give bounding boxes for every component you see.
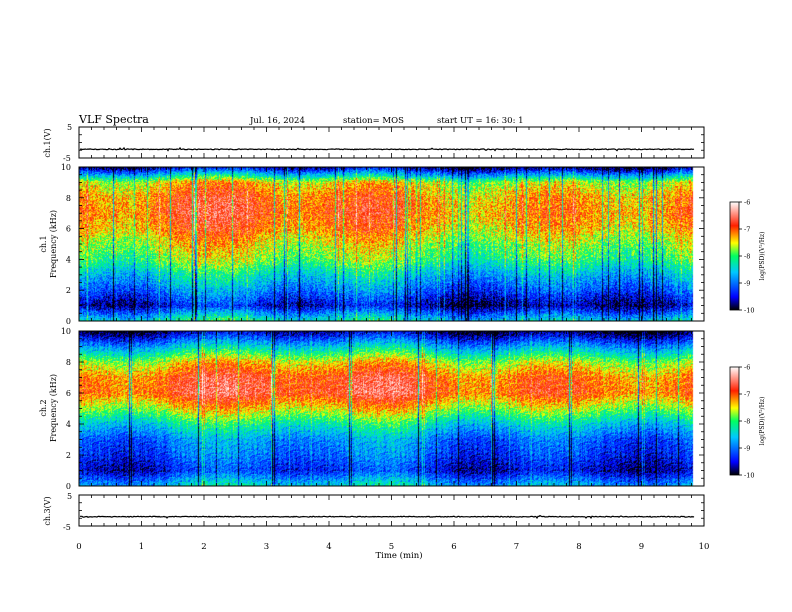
frequency-tick-label: 4 — [66, 255, 71, 264]
frequency-tick-label: 8 — [66, 194, 71, 203]
ch1-ytick-bottom: -5 — [63, 154, 71, 163]
ch2-frequency-axis-label: Frequency (kHz) — [49, 374, 58, 442]
time-tick-label: 7 — [514, 542, 519, 552]
ch1-frequency-ticks: 0 2 4 6 8 10 — [61, 163, 704, 326]
ch2-channel-label: ch.2 — [39, 399, 48, 416]
frequency-tick-label: 6 — [66, 225, 71, 234]
frequency-tick-label: 8 — [66, 358, 71, 367]
start-time-label: start UT = 16: 30: 1 — [437, 116, 524, 126]
ch1-spectrogram-panel: 0 2 4 6 8 10 ch.1 Frequency (kHz) — [39, 163, 705, 326]
frequency-tick-label: 10 — [61, 327, 71, 336]
ch3-ytick-top: 5 — [67, 492, 72, 501]
ch3-waveform-trace — [79, 494, 704, 527]
colorbar-tick-label: -8 — [744, 418, 750, 426]
frequency-tick-label: 4 — [66, 420, 71, 429]
ch1-ytick-top: 5 — [67, 123, 72, 132]
colorbar-tick-label: -8 — [744, 253, 750, 261]
ch2-colorbar-gradient — [729, 366, 740, 476]
time-axis-tick-labels: 0 1 2 3 4 5 6 7 8 9 10 — [76, 542, 709, 552]
ch3-waveform-frame — [78, 494, 705, 527]
time-tick-label: 9 — [639, 542, 644, 552]
ch1-waveform-trace — [79, 126, 704, 159]
frequency-tick-label: 10 — [61, 163, 71, 172]
frequency-tick-label: 2 — [66, 286, 71, 295]
date-label: Jul. 16, 2024 — [249, 116, 305, 126]
time-tick-label: 10 — [699, 542, 710, 552]
colorbar-tick-label: -10 — [744, 307, 754, 315]
time-tick-label: 8 — [576, 542, 581, 552]
ch2-spectrogram-heatmap — [79, 331, 704, 486]
time-tick-label: 2 — [201, 542, 206, 552]
colorbar-tick-label: -9 — [744, 445, 750, 453]
time-axis-label: Time (min) — [375, 550, 422, 561]
colorbar-tick-label: -6 — [744, 364, 750, 372]
ch2-colorbar: -6 -7 -8 -9 -10 log(PSD)(V²/Hz) — [729, 364, 766, 480]
colorbar-tick-label: -7 — [744, 226, 750, 234]
waveform-line — [80, 514, 695, 520]
ch1-waveform-ylabel: ch.1(V) — [43, 128, 52, 157]
ch1-spectrogram-heatmap — [79, 167, 704, 321]
ch2-colorbar-label: log(PSD)(V²/Hz) — [759, 397, 766, 446]
time-tick-label: 5 — [389, 542, 394, 552]
time-tick-label: 1 — [139, 542, 144, 552]
time-tick-label: 4 — [326, 542, 331, 552]
colorbar-tick-label: -6 — [744, 199, 750, 207]
colorbar-tick-label: -10 — [744, 472, 754, 480]
ch1-waveform-panel: 5 -5 ch.1(V) — [43, 123, 705, 163]
time-tick-label: 0 — [76, 542, 81, 552]
ch2-spectrogram-panel: 0 2 4 6 8 10 ch.2 Frequency (kHz) — [39, 327, 705, 491]
frequency-tick-label: 0 — [66, 482, 71, 491]
ch1-colorbar: -6 -7 -8 -9 -10 log(PSD)(V²/Hz) — [729, 199, 766, 315]
ch3-ytick-bottom: -5 — [63, 523, 71, 532]
time-tick-label: 6 — [451, 542, 456, 552]
ch1-colorbar-label: log(PSD)(V²/Hz) — [759, 232, 766, 281]
ch1-colorbar-gradient — [729, 201, 740, 311]
ch3-waveform-ylabel: ch.3(V) — [43, 496, 52, 525]
ch1-colorbar-ticks: -6 -7 -8 -9 -10 — [739, 199, 754, 315]
colorbar-tick-label: -7 — [744, 391, 750, 399]
ch1-frequency-axis-label: Frequency (kHz) — [49, 210, 58, 278]
frequency-tick-label: 6 — [66, 389, 71, 398]
ch3-waveform-panel: 5 -5 ch.3(V) — [43, 492, 705, 532]
colorbar-tick-label: -9 — [744, 280, 750, 288]
time-tick-label: 3 — [264, 542, 269, 552]
figure-title: VLF Spectra — [78, 113, 149, 126]
ch1-waveform-frame — [78, 126, 705, 159]
frequency-tick-label: 0 — [66, 317, 71, 326]
time-axis-ticks — [78, 127, 705, 526]
station-label: station= MOS — [343, 116, 404, 126]
ch2-frequency-ticks: 0 2 4 6 8 10 — [61, 327, 704, 491]
frequency-tick-label: 2 — [66, 451, 71, 460]
ch1-channel-label: ch.1 — [39, 235, 48, 252]
ch2-colorbar-ticks: -6 -7 -8 -9 -10 — [739, 364, 754, 480]
waveform-line — [79, 146, 695, 152]
